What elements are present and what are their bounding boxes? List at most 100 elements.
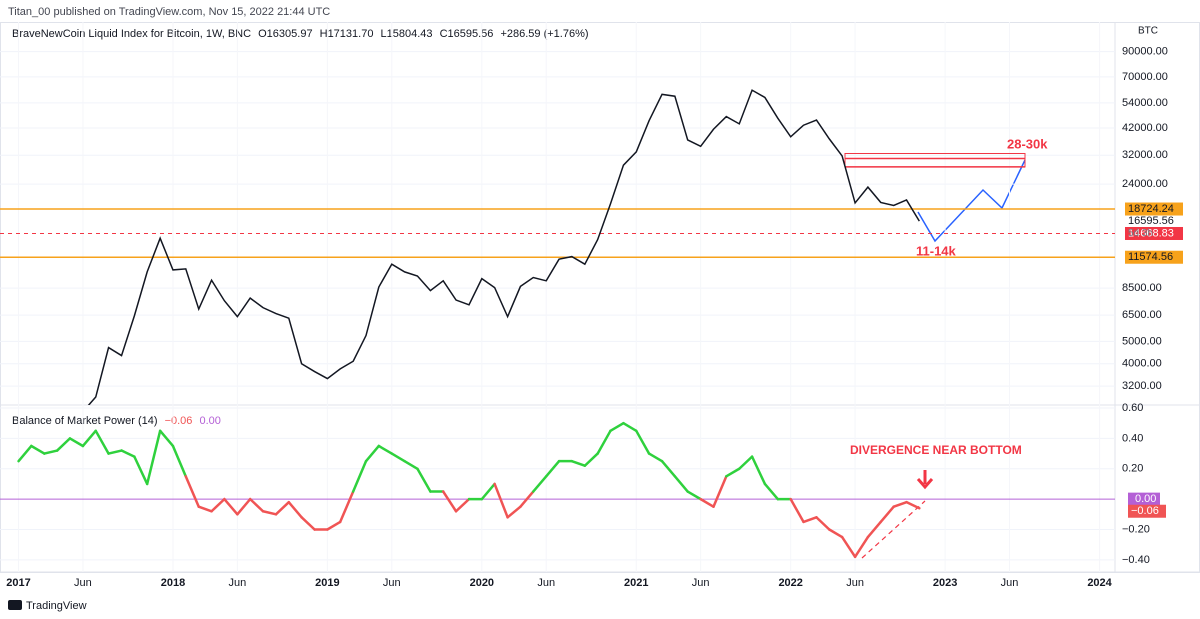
indicator-segment <box>158 429 175 448</box>
divergence-arrow <box>916 470 934 490</box>
indicator-segment <box>828 528 844 539</box>
indicator-segment <box>261 510 278 516</box>
x-tick-label: Jun <box>1001 577 1019 589</box>
y-tick-label: −0.20 <box>1122 523 1150 535</box>
brand: TradingView <box>8 600 87 612</box>
price-level-label: 18724.24 <box>1128 203 1174 215</box>
y-tick-label: 32000.00 <box>1122 149 1168 161</box>
indicator-segment <box>287 500 303 519</box>
indicator-segment <box>853 535 870 559</box>
indicator-segment <box>81 429 97 448</box>
indicator-segment <box>107 449 123 455</box>
indicator-segment <box>699 497 715 508</box>
indicator-segment <box>879 505 895 524</box>
y-tick-label: 70000.00 <box>1122 71 1168 83</box>
indicator-segment <box>184 475 201 508</box>
x-tick-label: 2023 <box>933 577 957 589</box>
indicator-segment <box>43 449 59 455</box>
indicator-segment <box>364 444 381 463</box>
zero-tag-label: 0.00 <box>1135 493 1156 505</box>
indicator-zero: 0.00 <box>199 415 220 427</box>
indicator-segment <box>133 455 149 486</box>
ohlc-open: O16305.97 <box>258 28 312 40</box>
bar-countdown: 5d 3h <box>1128 228 1153 239</box>
indicator-segment <box>145 429 162 486</box>
indicator-segment <box>506 505 522 519</box>
indicator-segment <box>236 497 252 516</box>
indicator-segment <box>68 437 85 448</box>
indicator-segment <box>750 455 767 486</box>
y-tick-label: −0.40 <box>1122 554 1150 566</box>
indicator-segment <box>763 482 780 501</box>
indicator-segment <box>622 421 638 433</box>
x-tick-label: Jun <box>74 577 92 589</box>
indicator-segment <box>635 429 651 455</box>
indicator-segment <box>609 421 625 433</box>
indicator-segment <box>660 459 677 478</box>
indicator-segment <box>300 516 316 531</box>
indicator-segment <box>416 467 432 493</box>
support-annotation: 11-14k <box>916 243 957 258</box>
indicator-segment <box>248 497 265 513</box>
y-tick-label: 6500.00 <box>1122 309 1162 321</box>
y-tick-label: 24000.00 <box>1122 178 1168 190</box>
y-tick-label: 4000.00 <box>1122 358 1162 370</box>
x-tick-label: 2022 <box>778 577 802 589</box>
indicator-segment <box>905 500 921 510</box>
indicator-segment <box>120 449 136 458</box>
y-tick-label: 3200.00 <box>1122 380 1162 392</box>
current-tag <box>1128 504 1166 518</box>
indicator-segment <box>532 475 548 493</box>
x-tick-label: Jun <box>537 577 555 589</box>
y-tick-label: 8500.00 <box>1122 282 1162 294</box>
y-tick-label: 90000.00 <box>1122 46 1168 58</box>
y-tick-label: 5000.00 <box>1122 335 1162 347</box>
indicator-segment <box>390 452 406 463</box>
x-tick-label: Jun <box>228 577 246 589</box>
publish-info: Titan_00 published on TradingView.com, N… <box>8 6 330 18</box>
indicator-segment <box>197 505 213 513</box>
zone-annotation: 28-30k <box>1007 136 1048 151</box>
divergence-annotation: DIVERGENCE NEAR BOTTOM <box>850 443 1022 457</box>
x-tick-label: Jun <box>692 577 710 589</box>
last-price-label: 16595.56 <box>1128 215 1174 227</box>
y-tick-label: 0.40 <box>1122 432 1143 444</box>
x-tick-label: 2019 <box>315 577 339 589</box>
indicator-segment <box>712 475 728 508</box>
indicator-segment <box>596 429 612 455</box>
x-tick-label: 2018 <box>161 577 185 589</box>
price-level-tag <box>1125 202 1183 216</box>
x-tick-label: Jun <box>383 577 401 589</box>
indicator-current: −0.06 <box>165 415 193 427</box>
ohlc-low: L15804.43 <box>381 28 433 40</box>
indicator-segment <box>519 490 535 508</box>
indicator-segment <box>274 500 291 516</box>
indicator-legend: Balance of Market Power (14) −0.06 0.00 <box>12 415 221 427</box>
indicator-segment <box>570 459 587 467</box>
indicator-segment <box>210 497 226 513</box>
currency: BTC <box>1138 26 1158 37</box>
indicator-segment <box>892 500 908 508</box>
indicator-segment <box>544 459 561 478</box>
indicator-segment <box>223 497 239 516</box>
indicator-segment <box>725 467 741 478</box>
indicator-segment <box>493 482 509 519</box>
indicator-segment <box>647 452 664 463</box>
indicator-segment <box>403 459 419 471</box>
symbol-title: BraveNewCoin Liquid Index for Bitcoin, 1… <box>12 28 251 40</box>
ohlc-close: C16595.56 <box>440 28 494 40</box>
price-level-label: 11574.56 <box>1128 251 1173 263</box>
chart-frame <box>0 22 1200 573</box>
indicator-title: Balance of Market Power (14) <box>12 415 158 427</box>
y-tick-label: 54000.00 <box>1122 97 1168 109</box>
indicator-segment <box>583 452 599 467</box>
y-tick-label: 0.60 <box>1122 402 1143 414</box>
indicator-segment <box>738 455 754 471</box>
price-level-tag <box>1125 226 1183 240</box>
indicator-segment <box>326 520 342 531</box>
price-level-tag <box>1125 250 1183 264</box>
pane-plot <box>0 405 1115 572</box>
ohlc-change: +286.59 (+1.76%) <box>500 28 588 40</box>
indicator-segment <box>338 490 355 524</box>
indicator-segment <box>673 475 689 493</box>
